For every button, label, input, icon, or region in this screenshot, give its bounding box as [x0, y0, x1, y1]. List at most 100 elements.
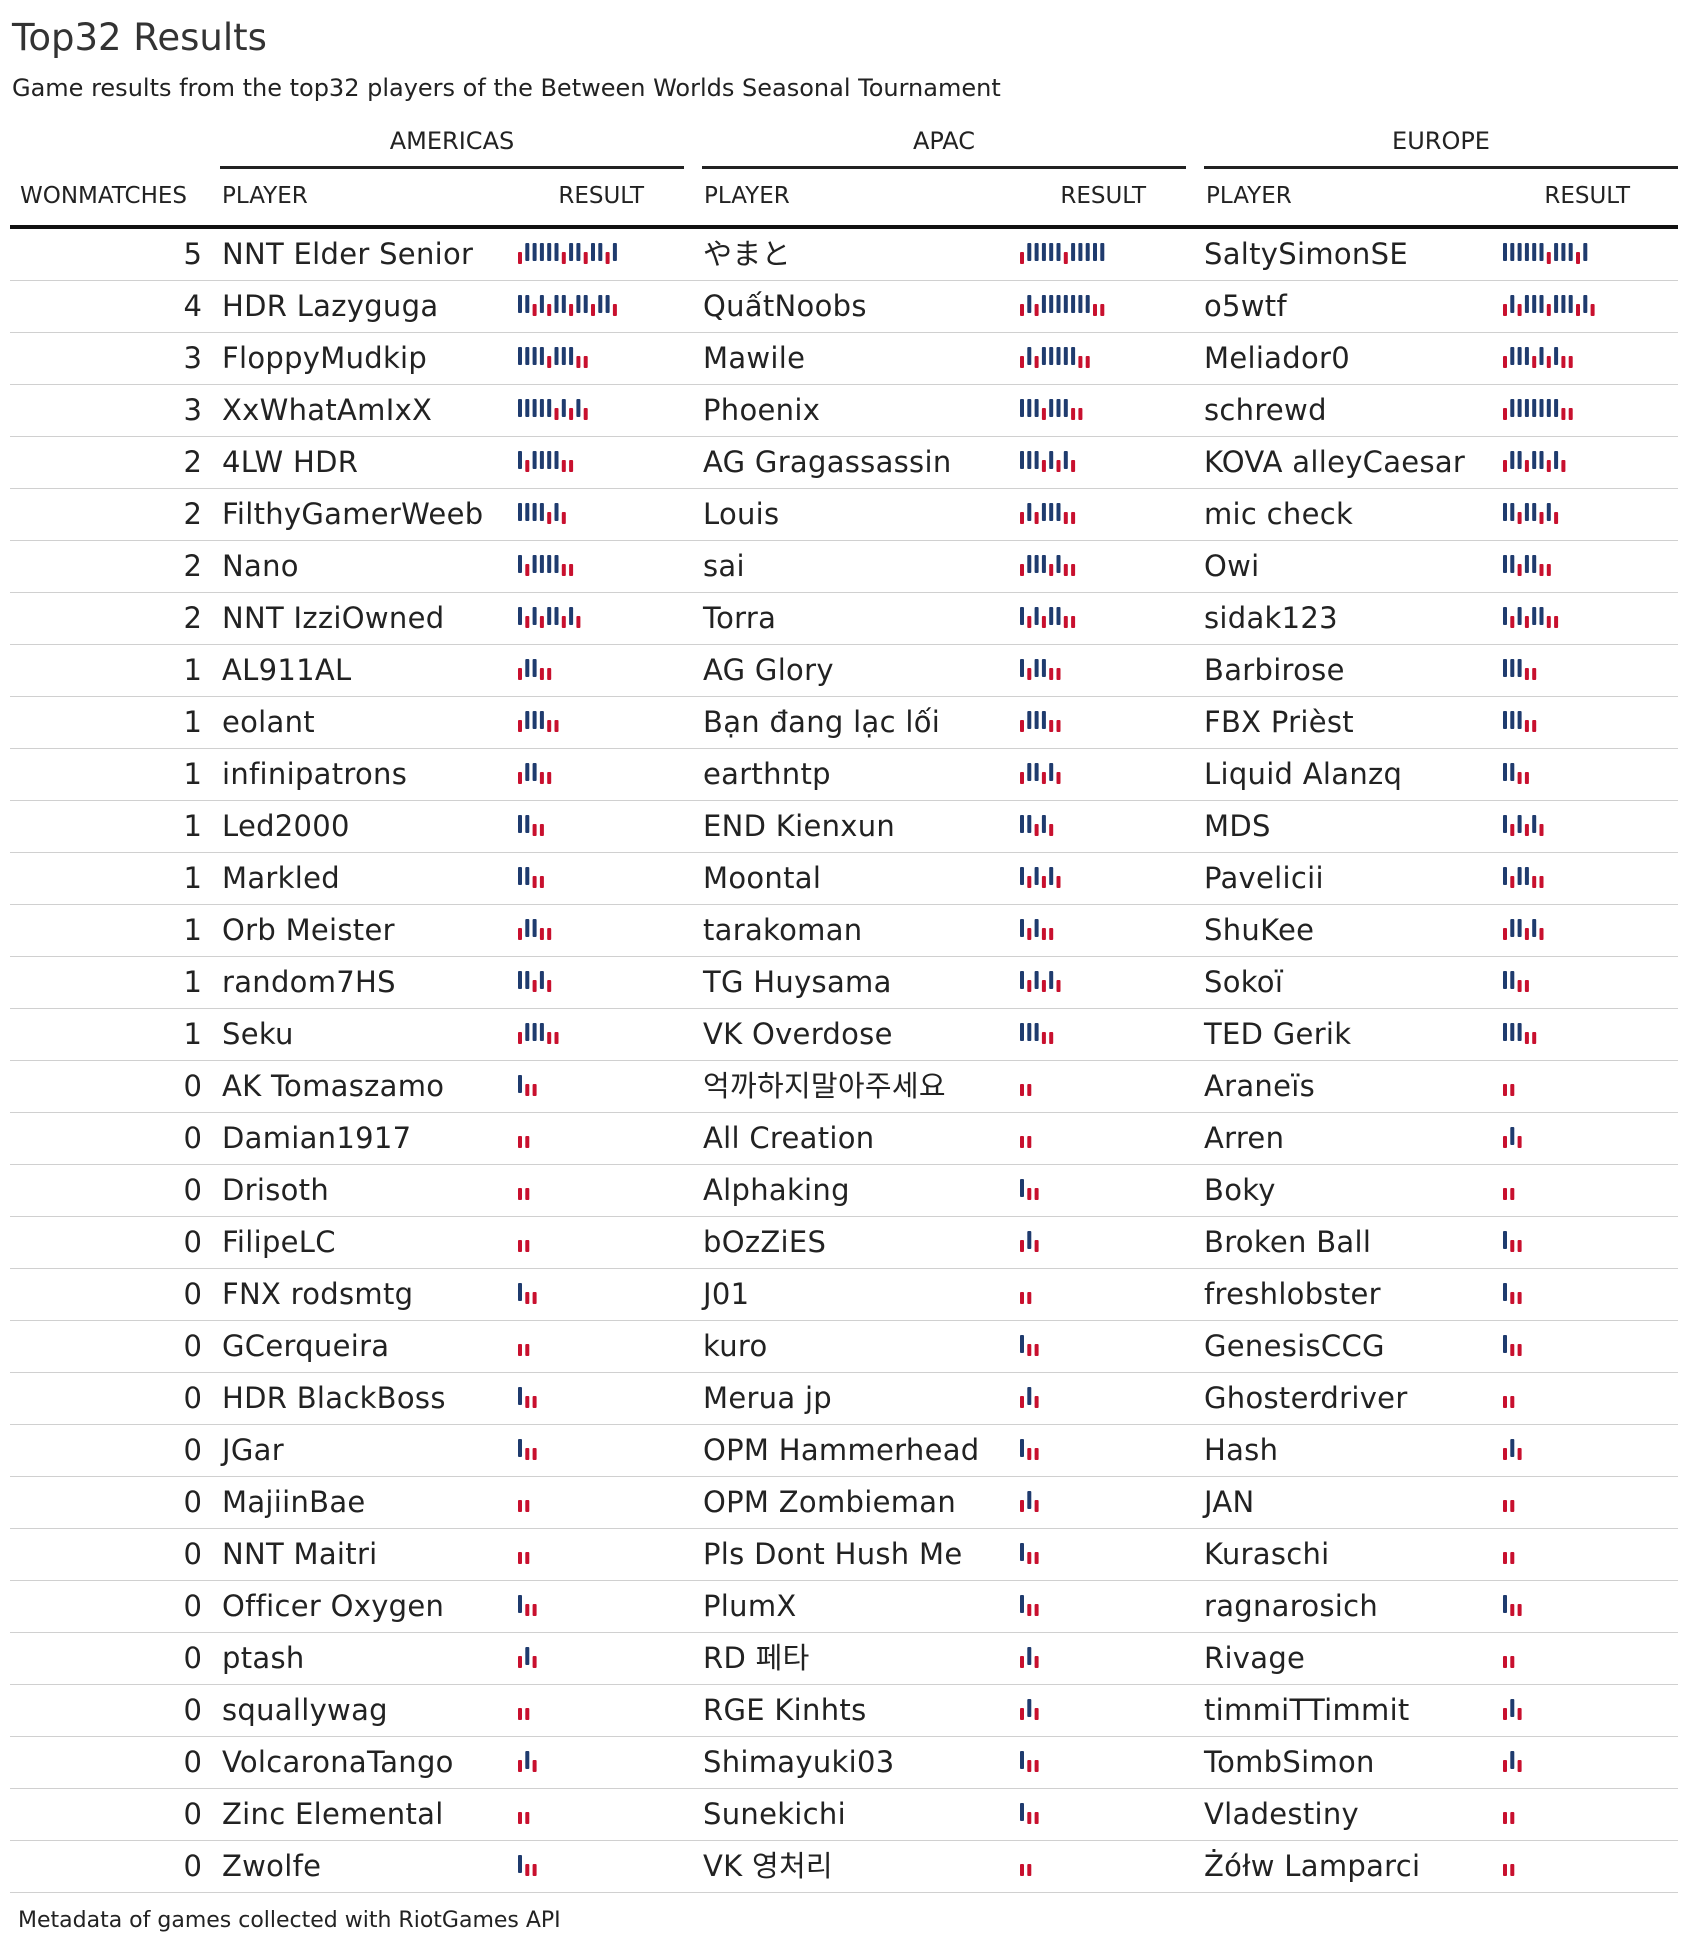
game-win-mark: [1524, 243, 1529, 261]
result-sparkline-apac: [1020, 1136, 1032, 1148]
result-sparkline-apac: [1020, 1543, 1039, 1564]
game-win-mark: [1020, 1803, 1024, 1821]
game-loss-mark: [1503, 1084, 1507, 1096]
game-win-mark: [547, 243, 552, 261]
player-name-apac: AG Glory: [703, 653, 834, 687]
result-sparkline-europe: [1503, 971, 1529, 992]
player-name-europe: sidak123: [1204, 601, 1338, 635]
game-win-mark: [1532, 555, 1537, 573]
game-loss-mark: [561, 460, 566, 472]
game-loss-mark: [525, 1708, 530, 1720]
game-loss-mark: [525, 1292, 530, 1304]
player-name-apac: END Kienxun: [703, 809, 896, 843]
game-loss-mark: [1027, 1344, 1032, 1356]
game-loss-mark: [518, 1500, 522, 1512]
player-name-europe: Liquid Alanzq: [1204, 757, 1403, 791]
game-win-mark: [1034, 243, 1039, 261]
game-win-mark: [547, 555, 552, 573]
game-win-mark: [1539, 347, 1544, 365]
game-win-mark: [1027, 555, 1032, 573]
game-win-mark: [1524, 347, 1529, 365]
game-loss-mark: [1503, 1760, 1507, 1772]
game-loss-mark: [1590, 304, 1595, 316]
game-loss-mark: [1071, 616, 1076, 628]
game-win-mark: [1020, 1595, 1024, 1613]
table-row: 1 Led2000 END Kienxun MDS: [10, 800, 1678, 853]
result-sparkline-europe: [1503, 1864, 1515, 1876]
game-win-mark: [1020, 1335, 1024, 1353]
game-win-mark: [1532, 399, 1537, 417]
column-header-player-apac: PLAYER: [704, 183, 790, 209]
game-win-mark: [1041, 659, 1046, 677]
player-name-apac: sai: [703, 549, 745, 583]
game-loss-mark: [1503, 928, 1507, 940]
result-sparkline-americas: [518, 1240, 530, 1252]
player-name-europe: Araneïs: [1204, 1069, 1316, 1103]
game-loss-mark: [591, 304, 595, 316]
game-loss-mark: [525, 460, 530, 472]
game-win-mark: [576, 295, 581, 313]
game-loss-mark: [518, 1344, 522, 1356]
game-loss-mark: [1510, 1656, 1515, 1668]
won-matches-value: 0: [183, 1849, 202, 1883]
game-loss-mark: [1027, 1188, 1032, 1200]
game-win-mark: [1049, 399, 1054, 417]
game-win-mark: [1056, 295, 1061, 313]
player-name-apac: Torra: [703, 601, 777, 635]
game-loss-mark: [1049, 1032, 1054, 1044]
game-win-mark: [518, 1439, 522, 1457]
game-loss-mark: [1020, 1240, 1024, 1252]
player-name-americas: FilthyGamerWeeb: [222, 497, 484, 531]
game-win-mark: [591, 243, 595, 261]
won-matches-value: 4: [183, 289, 202, 323]
table-row: 1 Orb Meister tarakoman ShuKee: [10, 904, 1678, 957]
won-matches-value: 0: [183, 1589, 202, 1623]
game-win-mark: [1027, 711, 1032, 729]
game-win-mark: [1041, 815, 1046, 833]
game-loss-mark: [1063, 564, 1068, 576]
game-loss-mark: [525, 1604, 530, 1616]
game-loss-mark: [1034, 1812, 1039, 1824]
game-loss-mark: [1517, 1708, 1522, 1720]
game-win-mark: [525, 399, 530, 417]
result-sparkline-americas: [518, 295, 617, 316]
player-name-apac: Alphaking: [703, 1173, 850, 1207]
game-win-mark: [547, 451, 552, 469]
game-win-mark: [1056, 607, 1061, 625]
player-name-europe: freshlobster: [1204, 1277, 1381, 1311]
game-loss-mark: [1554, 616, 1559, 628]
table-row: 1 Markled Moontal Pavelicii: [10, 852, 1678, 905]
game-win-mark: [1034, 867, 1039, 885]
game-loss-mark: [525, 1396, 530, 1408]
result-sparkline-europe: [1503, 1595, 1522, 1616]
game-win-mark: [1078, 295, 1083, 313]
game-loss-mark: [525, 1812, 530, 1824]
result-sparkline-apac: [1020, 815, 1054, 836]
game-win-mark: [1503, 711, 1507, 729]
game-loss-mark: [1510, 1292, 1515, 1304]
game-win-mark: [1517, 399, 1522, 417]
game-win-mark: [1041, 503, 1046, 521]
player-name-americas: Markled: [222, 861, 340, 895]
game-loss-mark: [1568, 356, 1573, 368]
game-win-mark: [1539, 295, 1544, 313]
player-name-apac: PlumX: [703, 1589, 797, 1623]
game-loss-mark: [1510, 1396, 1515, 1408]
result-sparkline-europe: [1503, 243, 1588, 264]
game-loss-mark: [554, 408, 559, 420]
game-win-mark: [1554, 399, 1559, 417]
player-name-americas: Led2000: [222, 809, 350, 843]
game-loss-mark: [1510, 1344, 1515, 1356]
game-win-mark: [532, 711, 537, 729]
game-loss-mark: [1503, 1708, 1507, 1720]
game-win-mark: [1517, 347, 1522, 365]
result-sparkline-apac: [1020, 243, 1105, 264]
game-loss-mark: [539, 876, 544, 888]
result-sparkline-europe: [1503, 659, 1537, 680]
game-loss-mark: [1554, 512, 1559, 524]
won-matches-value: 0: [183, 1745, 202, 1779]
won-matches-value: 1: [183, 705, 202, 739]
game-loss-mark: [532, 1604, 537, 1616]
game-win-mark: [1049, 243, 1054, 261]
game-loss-mark: [561, 512, 566, 524]
